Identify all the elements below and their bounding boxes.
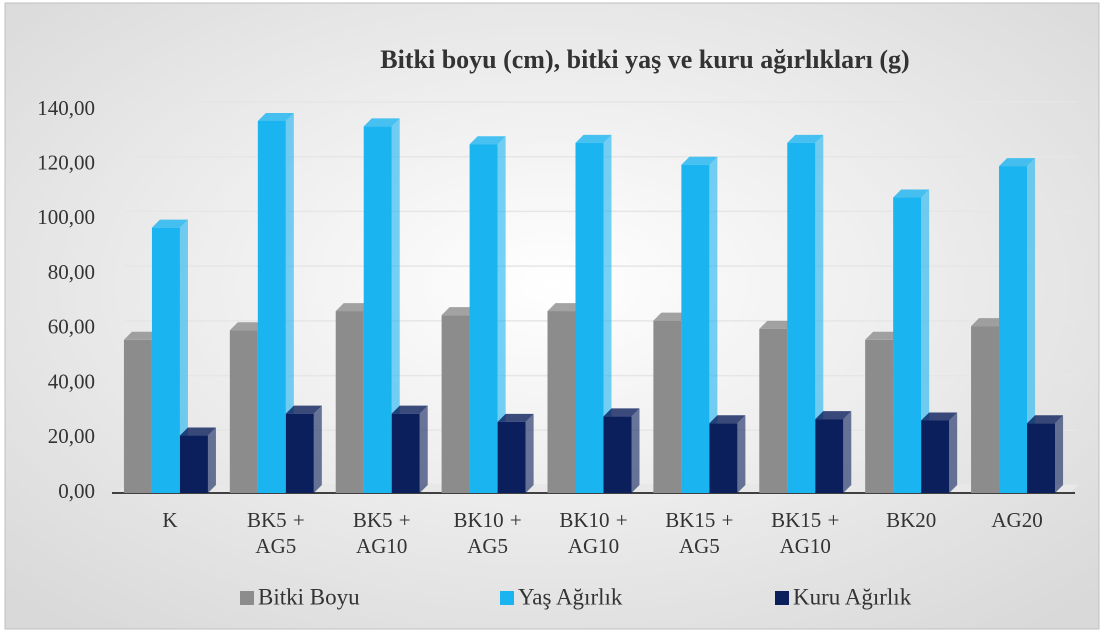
- bar-top: [151, 219, 188, 228]
- bar-top: [335, 303, 372, 312]
- bar-side: [497, 136, 506, 494]
- x-tick-label: BK15 + AG10: [771, 508, 840, 558]
- bar-top: [179, 427, 216, 436]
- bar: [257, 120, 286, 493]
- bar-top: [497, 413, 534, 422]
- y-tick-label: 20,00: [48, 424, 95, 448]
- y-tick-label: 80,00: [48, 260, 95, 284]
- bar: [441, 315, 470, 493]
- bar-top: [971, 318, 1008, 327]
- bar: [603, 416, 632, 493]
- bar-top: [469, 136, 506, 145]
- bar: [151, 227, 180, 493]
- bar: [497, 421, 526, 493]
- x-tick-label: K: [162, 508, 178, 532]
- bar-top: [999, 158, 1036, 167]
- legend-swatch: [240, 591, 254, 605]
- bar: [285, 413, 314, 493]
- bar-side: [843, 411, 852, 493]
- bar-top: [575, 134, 612, 143]
- bar: [653, 320, 682, 493]
- bar-side: [285, 112, 294, 493]
- y-tick-label: 0,00: [58, 479, 95, 503]
- bar-top: [257, 112, 294, 121]
- chart-title: Bitki boyu (cm), bitki yaş ve kuru ağırl…: [380, 45, 909, 74]
- y-tick-label: 120,00: [37, 151, 95, 175]
- bar-top: [547, 303, 584, 312]
- bar-top: [123, 331, 160, 340]
- x-tick-label: AG20: [991, 508, 1043, 532]
- y-tick-label: 40,00: [48, 369, 95, 393]
- bar-top: [681, 156, 718, 165]
- bar: [709, 423, 738, 493]
- bar-side: [1027, 158, 1036, 493]
- bar: [787, 142, 816, 494]
- bar-top: [441, 307, 478, 316]
- bar: [759, 328, 788, 493]
- bar-side: [815, 134, 824, 494]
- bar-top: [787, 134, 824, 143]
- legend-label: Kuru Ağırlık: [793, 584, 912, 609]
- bar: [999, 166, 1028, 493]
- bar: [335, 311, 364, 493]
- x-tick-label: BK10 + AG10: [559, 508, 628, 558]
- bar: [1027, 423, 1056, 493]
- legend-swatch: [775, 591, 789, 605]
- bar-side: [631, 408, 640, 493]
- bar-side: [525, 413, 534, 493]
- bar: [363, 126, 392, 494]
- x-tick-label: BK10 + AG5: [453, 508, 522, 558]
- bar-side: [207, 427, 216, 493]
- bar-side: [603, 134, 612, 494]
- bar: [469, 144, 498, 494]
- x-tick-label: BK20: [886, 508, 937, 532]
- legend-label: Yaş Ağırlık: [518, 584, 623, 609]
- bar-top: [921, 412, 958, 421]
- bar-side: [949, 412, 958, 493]
- bar-top: [759, 320, 796, 329]
- bar-side: [737, 415, 746, 493]
- bar-side: [179, 219, 188, 493]
- bar: [815, 419, 844, 493]
- bar-side: [709, 156, 718, 493]
- bar: [971, 326, 1000, 493]
- x-tick-label: BK5 + AG10: [352, 508, 411, 558]
- y-tick-label: 60,00: [48, 315, 95, 339]
- x-tick-label: BK15 + AG5: [665, 508, 734, 558]
- bar: [893, 197, 922, 494]
- bar: [391, 413, 420, 493]
- bar-top: [229, 322, 266, 331]
- bar-top: [865, 331, 902, 340]
- bar-top: [815, 411, 852, 420]
- bar: [547, 311, 576, 493]
- bar-top: [603, 408, 640, 417]
- bar-top: [1027, 415, 1064, 424]
- bar-side: [391, 118, 400, 494]
- bar: [575, 142, 604, 494]
- bar: [229, 330, 258, 493]
- bar-side: [419, 405, 428, 493]
- bar: [921, 420, 950, 493]
- bar: [681, 164, 710, 493]
- bar-top: [391, 405, 428, 414]
- bar-top: [285, 405, 322, 414]
- legend-label: Bitki Boyu: [258, 584, 360, 609]
- x-tick-label: BK5 + AG5: [246, 508, 305, 558]
- bar: [865, 339, 894, 493]
- y-tick-label: 100,00: [37, 205, 95, 229]
- bar-top: [653, 312, 690, 321]
- bar: [179, 435, 208, 493]
- bar-top: [363, 118, 400, 127]
- bar-side: [1055, 415, 1064, 493]
- bar-top: [893, 189, 930, 198]
- bar-side: [313, 405, 322, 493]
- bar: [123, 339, 152, 493]
- legend-swatch: [500, 591, 514, 605]
- bar-top: [709, 415, 746, 424]
- y-tick-label: 140,00: [37, 96, 95, 120]
